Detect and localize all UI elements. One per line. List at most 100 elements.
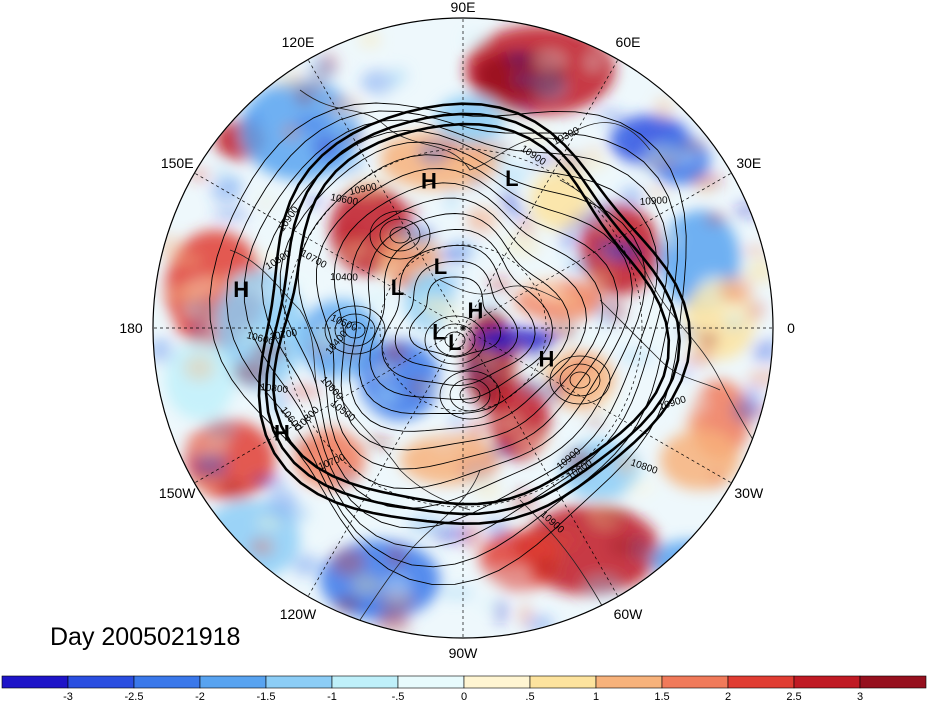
anomaly-speckle bbox=[619, 454, 632, 474]
center-contour bbox=[444, 331, 466, 349]
coastline bbox=[329, 379, 471, 511]
anomaly-speckle bbox=[432, 440, 458, 450]
anomaly-speckle bbox=[291, 553, 320, 577]
anomaly-speckle bbox=[466, 418, 486, 444]
anomaly-speckle bbox=[583, 147, 603, 157]
anomaly-speckle bbox=[185, 298, 220, 320]
center-contour bbox=[424, 315, 486, 365]
jet-contour bbox=[264, 112, 681, 516]
anomaly-speckle bbox=[654, 96, 674, 121]
high-pressure-marker: H bbox=[539, 346, 555, 371]
center-contour bbox=[389, 226, 411, 244]
coastline bbox=[229, 249, 321, 401]
parallel-circle bbox=[283, 148, 643, 508]
colorbar-swatch bbox=[397, 675, 465, 689]
anomaly-speckle bbox=[674, 389, 710, 415]
lat-lon-gridlines bbox=[153, 18, 773, 638]
anomaly-speckle bbox=[480, 566, 513, 588]
anomaly-speckle bbox=[518, 216, 534, 238]
height-contour bbox=[369, 228, 553, 400]
anomaly-speckle bbox=[377, 230, 392, 256]
map-border bbox=[152, 17, 774, 639]
anomaly-speckle bbox=[705, 212, 727, 225]
anomaly-speckle bbox=[505, 52, 532, 66]
anomaly-speckle bbox=[747, 299, 765, 321]
anomaly-speckle bbox=[307, 56, 336, 85]
anomaly-speckle bbox=[529, 567, 560, 580]
anomaly-speckle bbox=[581, 334, 604, 345]
contour-label: 10700 bbox=[269, 328, 299, 343]
anomaly-speckle bbox=[695, 293, 722, 304]
anomaly-speckle bbox=[472, 299, 504, 309]
high-pressure-marker: H bbox=[467, 298, 483, 323]
anomaly-speckle bbox=[514, 430, 553, 455]
anomaly-speckle bbox=[408, 226, 437, 246]
anomaly-speckle bbox=[690, 171, 723, 191]
center-contour bbox=[549, 355, 611, 405]
height-contour bbox=[333, 182, 604, 451]
anomaly-speckle bbox=[382, 342, 407, 364]
anomaly-patch bbox=[530, 170, 590, 230]
anomaly-speckle bbox=[468, 207, 482, 229]
anomaly-speckle bbox=[388, 546, 405, 567]
longitude-label: 120W bbox=[280, 606, 317, 622]
colorbar-swatch bbox=[265, 675, 333, 689]
anomaly-speckle bbox=[183, 354, 215, 382]
anomaly-speckle bbox=[155, 233, 183, 259]
anomaly-speckle bbox=[248, 112, 262, 126]
anomaly-speckle bbox=[373, 386, 399, 406]
anomaly-speckle bbox=[493, 162, 530, 187]
longitude-label: 180 bbox=[119, 320, 143, 336]
colorbar-swatch bbox=[727, 675, 795, 689]
colorbar-tick-label: .5 bbox=[525, 691, 534, 702]
colorbar-tick-label: 3 bbox=[857, 691, 863, 702]
anomaly-speckle bbox=[600, 388, 615, 415]
anomaly-speckle bbox=[382, 137, 402, 154]
longitude-label: 90E bbox=[451, 0, 476, 15]
anomaly-speckle bbox=[215, 165, 228, 179]
anomaly-patch bbox=[545, 350, 615, 410]
anomaly-speckle bbox=[358, 31, 382, 48]
anomaly-speckle bbox=[488, 444, 514, 459]
colorbar-swatch bbox=[529, 675, 597, 689]
anomaly-speckle bbox=[462, 460, 493, 488]
anomaly-patch bbox=[435, 95, 505, 145]
anomaly-speckle bbox=[582, 575, 622, 598]
colorbar-tick-label: 1.5 bbox=[654, 691, 669, 702]
center-contour bbox=[434, 323, 476, 357]
center-contour bbox=[559, 363, 601, 397]
colorbar: -3 -2.5 -2 -1.5 -1 -.5 0 .5 1 1.5 2 2.5 3 bbox=[1, 675, 927, 702]
anomaly-patch bbox=[650, 540, 730, 580]
anomaly-speckle bbox=[479, 360, 518, 380]
meridian-line bbox=[462, 327, 619, 597]
colorbar-swatch bbox=[199, 675, 267, 689]
anomaly-speckle bbox=[273, 75, 296, 89]
anomaly-speckle bbox=[289, 71, 306, 92]
anomaly-speckle bbox=[734, 202, 758, 219]
anomaly-speckle bbox=[191, 452, 230, 466]
anomaly-speckle bbox=[251, 251, 283, 266]
anomaly-speckle bbox=[342, 221, 363, 248]
height-contour bbox=[316, 168, 619, 470]
longitude-label: 60E bbox=[616, 34, 641, 50]
map-title: Day 2005021918 bbox=[50, 623, 240, 651]
anomaly-speckle bbox=[509, 339, 527, 359]
anomaly-speckle bbox=[641, 159, 679, 168]
colorbar-tick-label: -1 bbox=[327, 691, 337, 702]
colorbar-tick-label: 0 bbox=[461, 691, 467, 702]
colorbar-tick-label: -2 bbox=[195, 691, 205, 702]
longitude-label: 90W bbox=[449, 645, 479, 661]
anomaly-speckle bbox=[383, 574, 411, 601]
center-contour bbox=[379, 218, 421, 252]
low-pressure-marker: L bbox=[434, 254, 447, 279]
anomaly-speckle bbox=[502, 233, 541, 257]
longitude-labels: 90E 60E 30E 0 30W 60W 90W 120W 150W 180 150E 120E bbox=[119, 0, 795, 661]
anomaly-speckle bbox=[396, 250, 431, 265]
anomaly-speckle bbox=[255, 541, 274, 550]
anomaly-speckle bbox=[685, 349, 714, 366]
contour-label: 10600 bbox=[329, 192, 359, 208]
anomaly-speckle bbox=[351, 575, 382, 595]
center-contour bbox=[459, 386, 481, 404]
anomaly-speckle bbox=[511, 73, 537, 86]
anomaly-speckle bbox=[530, 347, 546, 364]
